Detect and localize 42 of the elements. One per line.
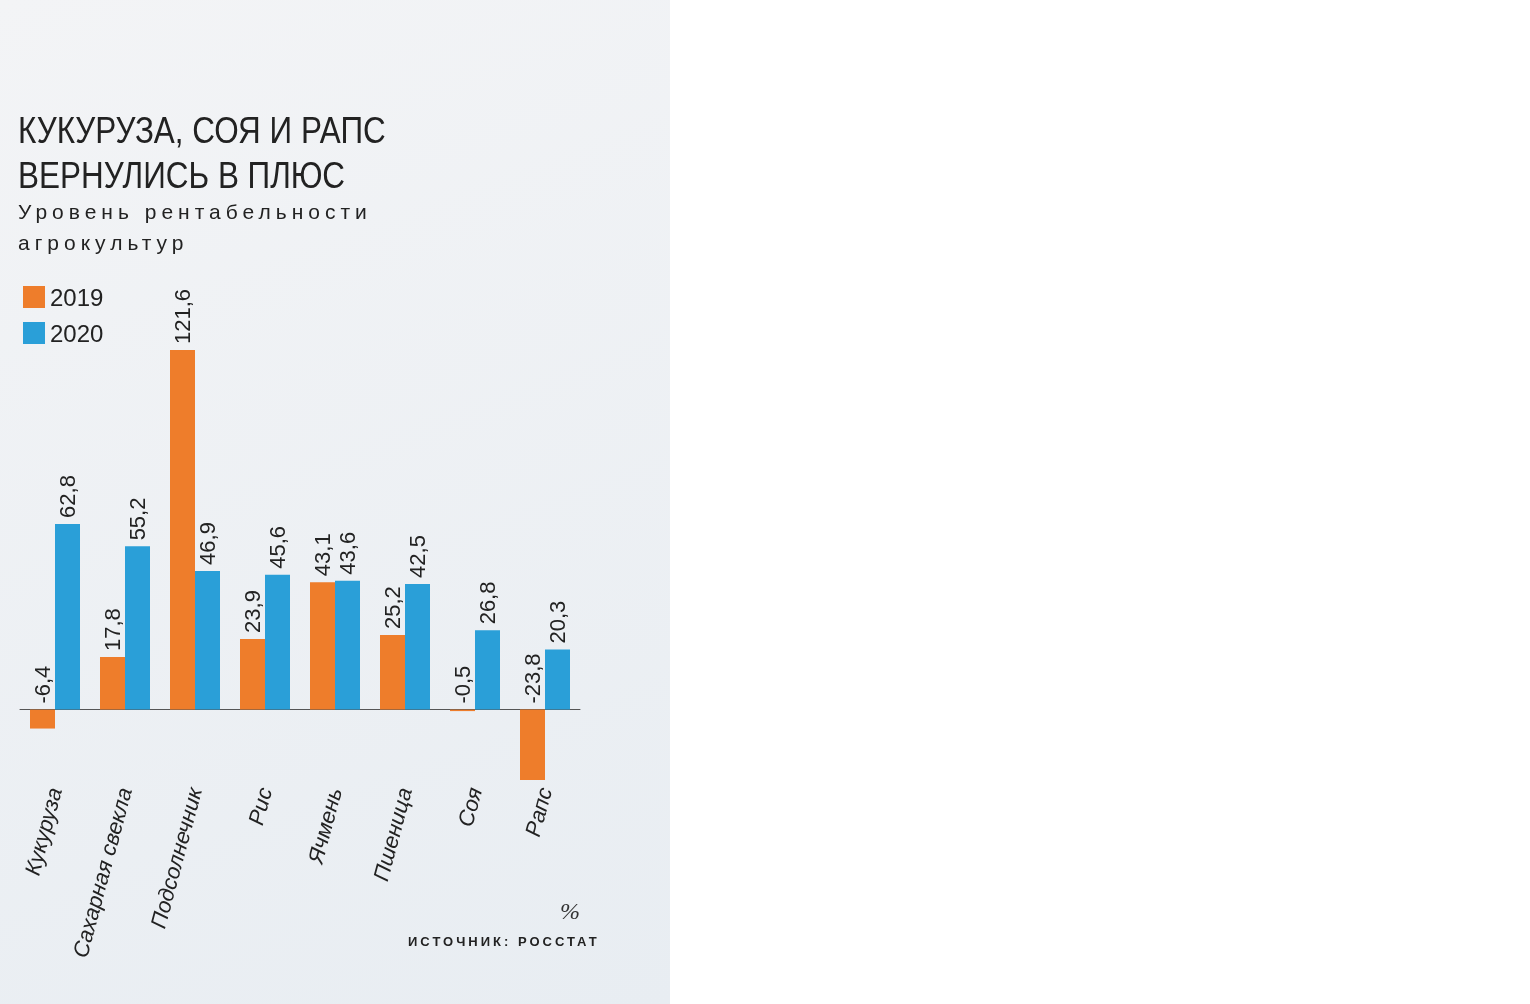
legend-label: 2020: [50, 319, 104, 347]
bar: [475, 630, 500, 710]
data-label: 43,6: [335, 531, 360, 575]
text: ИСТОЧНИК: РОССТАТ: [408, 934, 600, 949]
chart-subtitle: Уровень рентабельности агрокультур: [18, 199, 373, 256]
bar: [405, 583, 430, 710]
bar: [55, 523, 80, 710]
data-label: 26,8: [475, 581, 500, 625]
bar: [240, 638, 265, 710]
bar: [100, 656, 125, 710]
bar: [125, 546, 150, 710]
legend-label: 2019: [50, 283, 104, 311]
data-label: 121,6: [170, 288, 195, 344]
data-label: 25,2: [380, 586, 405, 630]
bar: [30, 709, 55, 729]
x-tick-label: Соя: [452, 784, 488, 830]
data-label: 17,8: [100, 608, 125, 651]
data-label: -0,5: [450, 665, 475, 704]
x-tick-label: Рис: [243, 784, 278, 828]
x-tick-label: Кукуруза: [19, 784, 68, 878]
data-label: 23,9: [240, 590, 265, 633]
bar: [545, 649, 570, 710]
data-label: 45,6: [265, 525, 290, 569]
bar: [380, 635, 405, 710]
x-tick-label: Рапс: [520, 784, 558, 840]
data-label: -23,8: [520, 653, 545, 704]
data-label: -6,4: [30, 665, 55, 704]
bar: [265, 574, 290, 710]
data-label: 62,8: [55, 475, 80, 518]
x-tick-label: Ячмень: [302, 784, 348, 867]
chart-title: КУКУРУЗА, СОЯ И РАПС ВЕРНУЛИСЬ В ПЛЮС: [18, 109, 387, 198]
bar: [310, 582, 335, 710]
data-label: 46,9: [195, 522, 220, 565]
bar: [195, 570, 220, 710]
data-label: 55,2: [125, 497, 150, 541]
bar: [520, 709, 545, 780]
bar: [335, 580, 360, 710]
data-label: 20,3: [545, 600, 570, 644]
data-label: 42,5: [405, 535, 430, 578]
text: %: [560, 898, 580, 925]
bar: [170, 350, 195, 710]
data-label: 43,1: [310, 533, 335, 577]
